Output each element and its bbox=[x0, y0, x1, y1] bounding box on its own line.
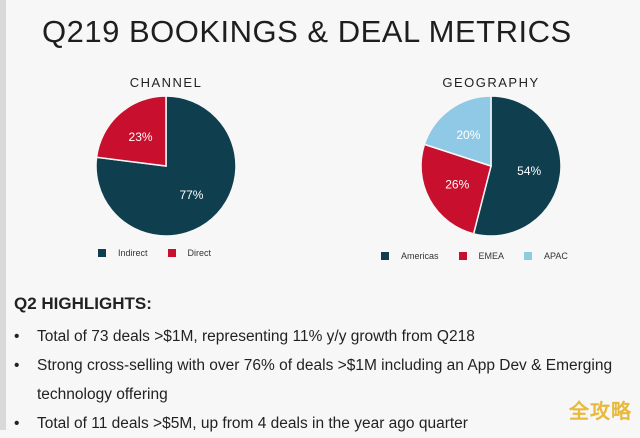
left-edge-rule bbox=[0, 0, 6, 430]
channel-chart-title: CHANNEL bbox=[129, 75, 203, 90]
legend-label: EMEA bbox=[478, 251, 505, 261]
highlight-item: Strong cross-selling with over 76% of de… bbox=[14, 351, 617, 409]
pie-slice-apac bbox=[423, 95, 492, 168]
legend-swatch bbox=[381, 252, 389, 260]
legend-label: Direct bbox=[187, 248, 212, 258]
highlights-title: Q2 HIGHLIGHTS: bbox=[14, 294, 152, 313]
pie-label-apac: 20% bbox=[456, 128, 480, 142]
legend-swatch bbox=[98, 249, 106, 257]
legend-item-americas: Americas bbox=[381, 251, 439, 261]
pie-slice-direct bbox=[95, 95, 167, 167]
geography-pie-chart: 54% 26% 20% bbox=[420, 95, 562, 237]
pie-label-emea: 26% bbox=[445, 178, 469, 192]
highlight-item: Total of 73 deals >$1M, representing 11%… bbox=[14, 322, 617, 351]
legend-swatch bbox=[524, 252, 533, 260]
legend-item-direct: Direct bbox=[167, 248, 212, 258]
legend-label: Indirect bbox=[118, 248, 148, 258]
geography-legend: Americas EMEA APAC bbox=[381, 251, 588, 261]
legend-swatch bbox=[167, 249, 176, 257]
legend-swatch bbox=[458, 252, 467, 260]
highlight-item: Total of 11 deals >$5M, up from 4 deals … bbox=[14, 409, 617, 438]
pie-slice-americas bbox=[472, 95, 562, 237]
pie-label-direct: 23% bbox=[129, 130, 153, 144]
highlights-list: Total of 73 deals >$1M, representing 11%… bbox=[14, 322, 617, 438]
watermark-text: 全攻略 bbox=[569, 401, 632, 423]
legend-item-indirect: Indirect bbox=[98, 248, 148, 258]
channel-legend: Indirect Direct bbox=[98, 248, 231, 258]
channel-pie-chart: 77% 23% bbox=[95, 95, 237, 237]
legend-label: Americas bbox=[401, 251, 439, 261]
pie-label-americas: 54% bbox=[517, 164, 541, 178]
pie-slice-emea bbox=[420, 143, 492, 235]
pie-label-indirect: 77% bbox=[179, 188, 203, 202]
page-title: Q219 BOOKINGS & DEAL METRICS bbox=[42, 14, 572, 49]
watermark-logo: 全攻略 bbox=[569, 395, 632, 424]
legend-item-emea: EMEA bbox=[458, 251, 505, 261]
legend-label: APAC bbox=[544, 251, 568, 261]
legend-item-apac: APAC bbox=[524, 251, 568, 261]
geography-chart-title: GEOGRAPHY bbox=[442, 75, 540, 90]
